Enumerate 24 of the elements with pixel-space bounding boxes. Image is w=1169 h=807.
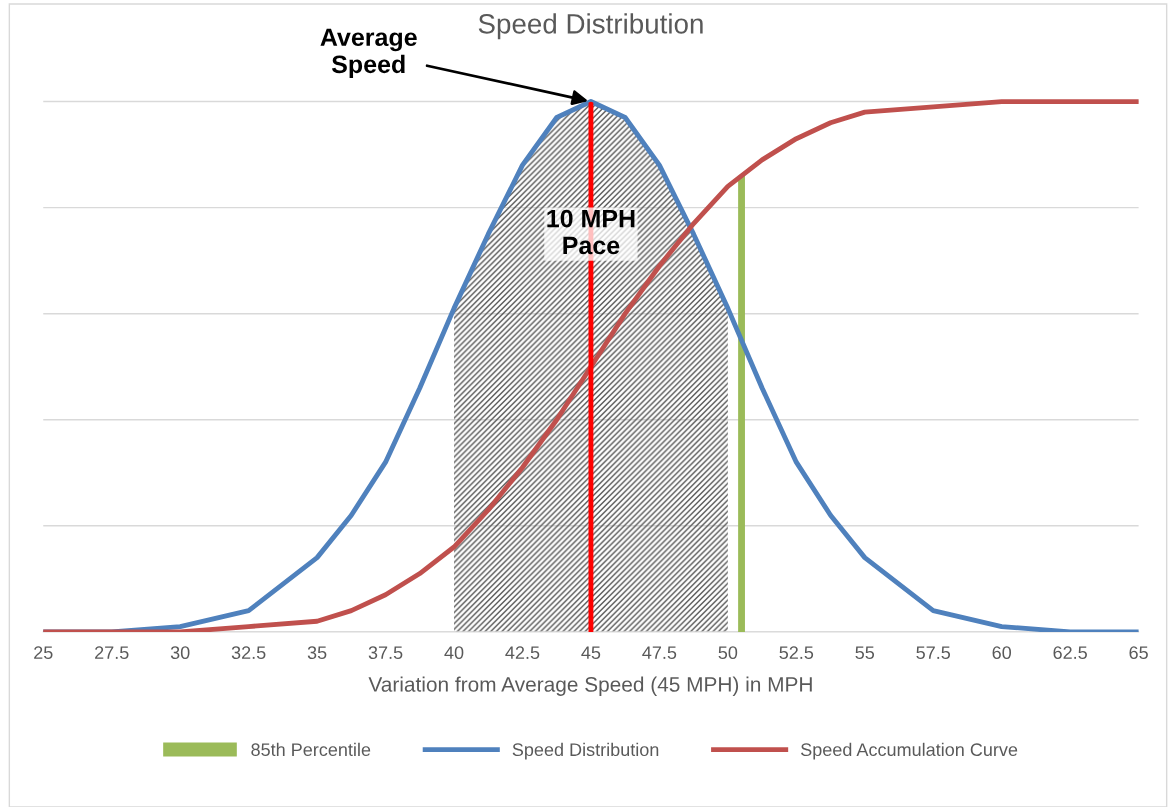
x-tick-label: 45: [581, 646, 601, 660]
x-tick-label: 35: [307, 646, 327, 660]
legend-label: Speed Accumulation Curve: [801, 742, 1018, 760]
annotation: Average Speed: [320, 28, 417, 79]
band-label: 10 MPH Pace: [547, 209, 635, 255]
x-tick-label: 52.5: [779, 646, 814, 660]
chart-title: Speed Distribution: [478, 13, 703, 40]
x-tick-label: 40: [444, 646, 464, 660]
x-tick-label: 50: [718, 646, 738, 660]
x-tick-label: 27.5: [95, 646, 129, 660]
x-tick-label: 32.5: [231, 646, 266, 660]
x-tick-label: 42.5: [505, 646, 540, 660]
legend-label: 85th Percentile: [251, 742, 371, 757]
x-tick-label: 57.5: [916, 646, 951, 660]
x-tick-label: 60: [992, 646, 1012, 660]
x-tick-label: 47.5: [642, 646, 677, 660]
x-tick-label: 55: [855, 646, 875, 660]
x-tick-label: 30: [170, 646, 190, 660]
x-tick-label: 25: [34, 646, 53, 660]
x-tick-label: 62.5: [1053, 646, 1087, 660]
x-tick-label: 65: [1129, 646, 1148, 660]
x-axis-title: Variation from Average Speed (45 MPH) in MPH: [368, 676, 812, 696]
legend-label: Speed Distribution: [512, 742, 659, 760]
x-tick-label: 37.5: [368, 646, 403, 660]
